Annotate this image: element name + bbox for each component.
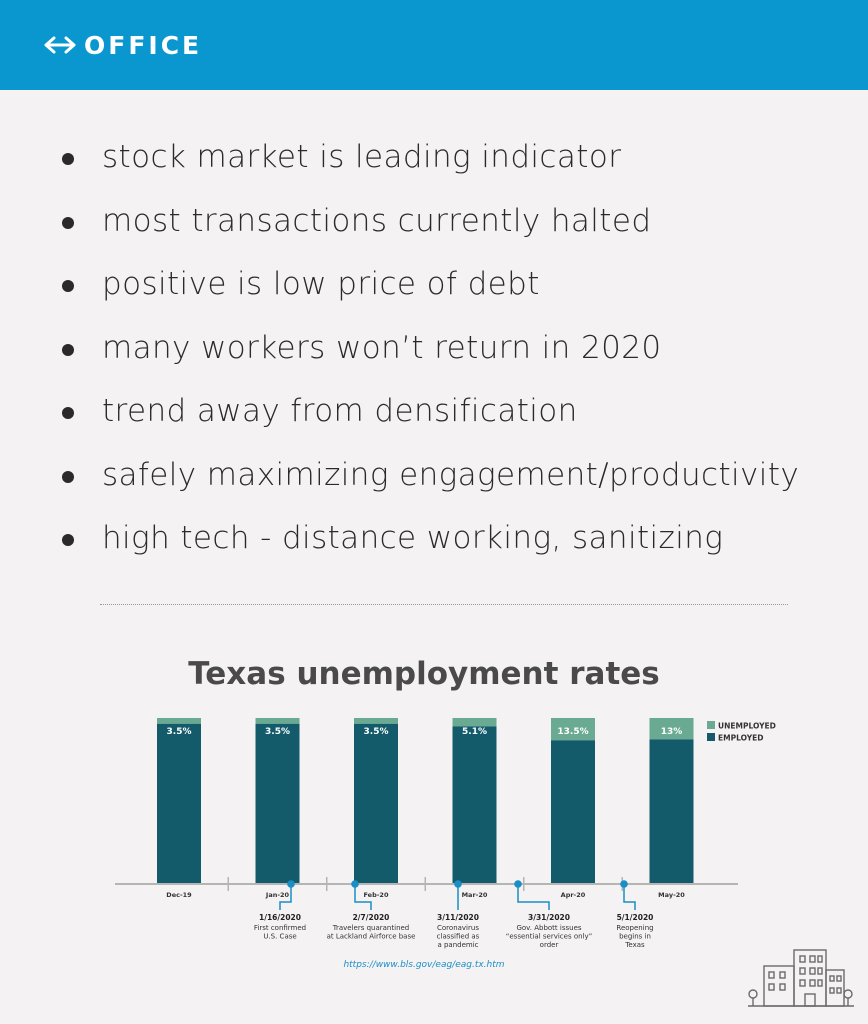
bullet-dot [62, 407, 74, 419]
annotation-text: First confirmed [254, 924, 306, 932]
annotation-connector [279, 884, 292, 910]
annotation-connector [354, 884, 372, 910]
bar-employed [354, 723, 398, 883]
source-link[interactable]: https://www.bls.gov/eag/eag.tx.htm [343, 960, 505, 970]
annotation-text: Travelers quarantined [332, 924, 410, 932]
bullet-text: safely maximizing engagement/productivit… [102, 456, 800, 493]
bar-unemployed [551, 718, 595, 741]
bar-unemployed [649, 718, 694, 740]
office-building-icon [748, 949, 854, 1007]
annotation-date: 1/16/2020 [259, 913, 301, 922]
annotation-date: 3/11/2020 [437, 913, 479, 922]
legend-label: UNEMPLOYED [718, 722, 776, 731]
bullet-item: many workers won’t return in 2020 [60, 317, 799, 381]
annotation-text: order [540, 941, 559, 949]
bullet-text: stock market is leading indicator [102, 139, 622, 175]
bullet-text: high tech - distance working, sanitizing [102, 520, 724, 556]
bullet-item: safely maximizing engagement/productivit… [60, 444, 799, 508]
bullet-item: high tech - distance working, sanitizing [60, 507, 799, 571]
bar-employed [551, 740, 595, 883]
annotation-date: 3/31/2020 [528, 913, 570, 922]
bullet-dot [62, 280, 74, 292]
bar-employed [649, 739, 694, 883]
header-title: OFFICE [84, 30, 203, 60]
data-label: 13% [661, 727, 683, 737]
bullet-dot [62, 534, 74, 546]
annotation-date: 2/7/2020 [353, 913, 390, 922]
annotation-text: U.S. Case [263, 933, 296, 941]
x-tick-label: Jan-20 [265, 891, 290, 899]
bullet-item: positive is low price of debt [60, 253, 799, 317]
chart-title: Texas unemployment rates [188, 656, 660, 692]
x-tick-label: Dec-19 [166, 891, 192, 899]
bullet-item: most transactions currently halted [60, 190, 799, 254]
annotation-text: Texas [624, 941, 645, 949]
legend-label: EMPLOYED [718, 734, 763, 743]
bullet-dot [62, 153, 74, 165]
data-label: 3.5% [167, 727, 192, 737]
x-tick-label: Apr-20 [561, 891, 586, 899]
dotted-divider [100, 604, 788, 605]
annotation-text: at Lackland Airforce base [327, 933, 416, 941]
double-arrow-icon [44, 36, 76, 54]
bullet-text: many workers won’t return in 2020 [102, 329, 662, 366]
bullet-dot [62, 470, 74, 483]
brand: OFFICE [44, 28, 202, 62]
x-tick-label: Mar-20 [462, 891, 488, 899]
annotation-connector [623, 884, 636, 910]
bar-employed [157, 723, 201, 883]
unemployment-chart: 3.5% Dec-19 3.5% Jan-20 3.5% Feb-20 5.1% Mar-20… [115, 718, 776, 949]
bullet-dot [62, 216, 74, 229]
annotation-date: 5/1/2020 [617, 913, 654, 922]
annotation-text: Gov. Abbott issues [516, 924, 581, 932]
annotation-text: classified as [437, 933, 480, 941]
annotation-connector [517, 884, 550, 910]
x-tick-label: Feb-20 [364, 891, 389, 899]
data-label: 3.5% [364, 727, 389, 737]
bar-unemployed [157, 718, 201, 724]
header-bar: OFFICE [0, 0, 868, 90]
annotation-text: “essential services only” [506, 933, 593, 941]
data-label: 3.5% [265, 727, 290, 737]
data-label: 13.5% [557, 727, 588, 737]
bullet-dot [62, 343, 74, 356]
data-label: 5.1% [462, 727, 487, 737]
annotation-text: begins in [619, 933, 651, 941]
bullet-list: stock market is leading indicator most t… [60, 126, 799, 571]
x-tick-label: May-20 [658, 891, 685, 899]
bullet-item: trend away from densification [60, 380, 799, 444]
bullet-text: trend away from densification [102, 393, 578, 429]
bar-unemployed [354, 718, 398, 724]
legend-swatch [707, 721, 715, 729]
bullet-text: most transactions currently halted [102, 202, 652, 239]
bar-unemployed [452, 718, 497, 727]
annotation-text: a pandemic [437, 941, 478, 949]
bullet-item: stock market is leading indicator [60, 126, 799, 190]
bar-employed [452, 726, 497, 883]
bullet-text: positive is low price of debt [102, 266, 540, 302]
bar-employed [255, 723, 300, 883]
bar-unemployed [255, 718, 300, 724]
annotation-text: Reopening [616, 924, 653, 932]
annotation-text: Coronavirus [437, 924, 479, 932]
legend-swatch [707, 733, 715, 741]
